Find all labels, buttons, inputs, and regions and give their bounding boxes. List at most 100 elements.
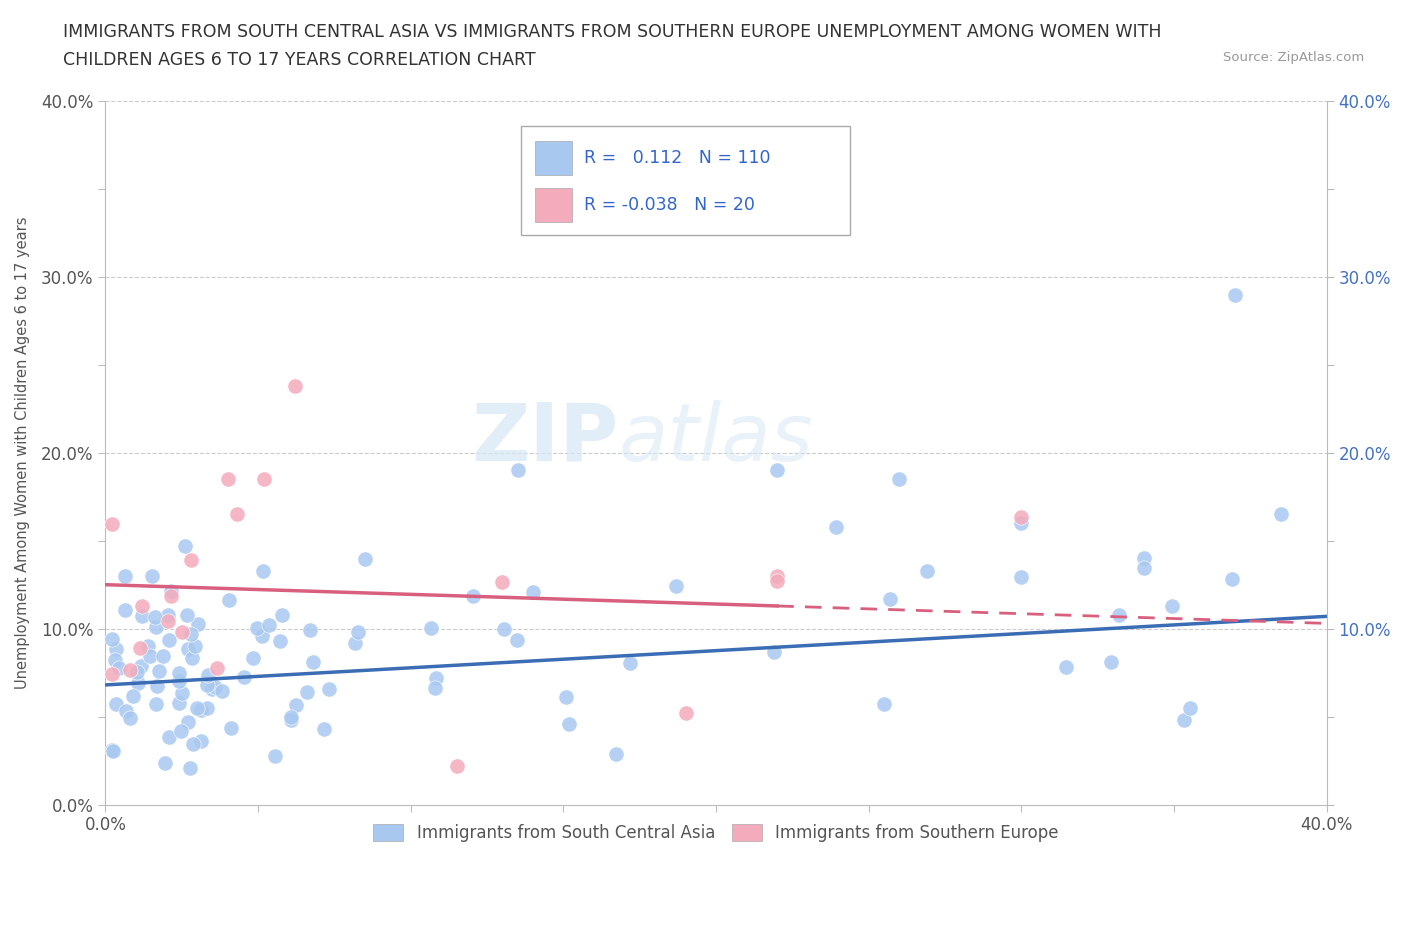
Point — [280, 710, 302, 724]
Point — [155, 755, 177, 770]
Text: IMMIGRANTS FROM SOUTH CENTRAL ASIA VS IMMIGRANTS FROM SOUTHERN EUROPE UNEMPLOYME: IMMIGRANTS FROM SOUTH CENTRAL ASIA VS IM… — [63, 23, 1161, 41]
Point — [107, 660, 129, 675]
Point — [183, 639, 205, 654]
Point — [129, 641, 152, 656]
Point — [619, 656, 641, 671]
Point — [522, 584, 544, 599]
Point — [446, 758, 468, 773]
Point — [131, 608, 153, 623]
Point — [145, 619, 167, 634]
Point — [353, 551, 375, 566]
Point — [180, 552, 202, 567]
Point — [506, 633, 529, 648]
Point — [280, 712, 302, 727]
Point — [879, 591, 901, 606]
Point — [463, 589, 485, 604]
FancyBboxPatch shape — [520, 126, 851, 234]
Point — [772, 208, 794, 223]
Point — [492, 621, 515, 636]
Point — [915, 564, 938, 578]
Point — [269, 634, 291, 649]
FancyBboxPatch shape — [536, 188, 572, 222]
Point — [173, 538, 195, 553]
Point — [114, 602, 136, 617]
Point — [295, 685, 318, 700]
Point — [1010, 570, 1032, 585]
Point — [302, 655, 325, 670]
Point — [419, 620, 441, 635]
Point — [167, 665, 190, 680]
Point — [605, 747, 627, 762]
Point — [181, 651, 204, 666]
Point — [763, 644, 786, 659]
Point — [257, 618, 280, 632]
Point — [889, 472, 911, 486]
Point — [176, 607, 198, 622]
Point — [190, 734, 212, 749]
Point — [246, 621, 269, 636]
Point — [170, 724, 193, 738]
Point — [250, 629, 273, 644]
Point — [114, 704, 136, 719]
Text: R =   0.112   N = 110: R = 0.112 N = 110 — [583, 149, 770, 167]
Text: ZIP: ZIP — [471, 400, 619, 478]
Point — [284, 379, 307, 393]
Point — [253, 472, 276, 486]
Point — [190, 703, 212, 718]
Point — [766, 463, 789, 478]
Point — [425, 671, 447, 685]
Point — [195, 678, 218, 693]
Point — [120, 663, 142, 678]
Point — [159, 589, 181, 604]
Point — [252, 564, 274, 578]
Point — [491, 574, 513, 589]
Point — [101, 743, 124, 758]
Point — [1270, 507, 1292, 522]
Point — [120, 711, 142, 725]
Point — [104, 642, 127, 657]
Point — [1099, 655, 1122, 670]
Point — [197, 667, 219, 682]
Point — [148, 664, 170, 679]
Point — [347, 625, 370, 640]
Point — [1180, 700, 1202, 715]
Point — [121, 688, 143, 703]
Point — [141, 569, 163, 584]
Text: atlas: atlas — [619, 400, 813, 478]
Point — [1133, 560, 1156, 575]
Point — [167, 696, 190, 711]
Point — [105, 697, 128, 711]
Point — [100, 742, 122, 757]
Point — [100, 517, 122, 532]
Point — [1223, 287, 1246, 302]
Point — [195, 700, 218, 715]
Point — [100, 631, 122, 646]
FancyBboxPatch shape — [536, 141, 572, 175]
Point — [506, 463, 529, 478]
Point — [242, 650, 264, 665]
Text: CHILDREN AGES 6 TO 17 YEARS CORRELATION CHART: CHILDREN AGES 6 TO 17 YEARS CORRELATION … — [63, 51, 536, 69]
Point — [143, 609, 166, 624]
Text: Source: ZipAtlas.com: Source: ZipAtlas.com — [1223, 51, 1364, 64]
Point — [146, 678, 169, 693]
Legend: Immigrants from South Central Asia, Immigrants from Southern Europe: Immigrants from South Central Asia, Immi… — [367, 817, 1066, 849]
Point — [187, 617, 209, 631]
Point — [157, 633, 180, 648]
Point — [177, 642, 200, 657]
Point — [156, 608, 179, 623]
Point — [114, 568, 136, 583]
Point — [423, 681, 446, 696]
Point — [558, 716, 581, 731]
Point — [139, 648, 162, 663]
Point — [218, 592, 240, 607]
Point — [1108, 607, 1130, 622]
Point — [138, 639, 160, 654]
Point — [1220, 571, 1243, 586]
Point — [170, 685, 193, 700]
Point — [766, 568, 789, 583]
Point — [1010, 516, 1032, 531]
Point — [285, 698, 308, 712]
Point — [179, 761, 201, 776]
Point — [100, 667, 122, 682]
Point — [157, 729, 180, 744]
